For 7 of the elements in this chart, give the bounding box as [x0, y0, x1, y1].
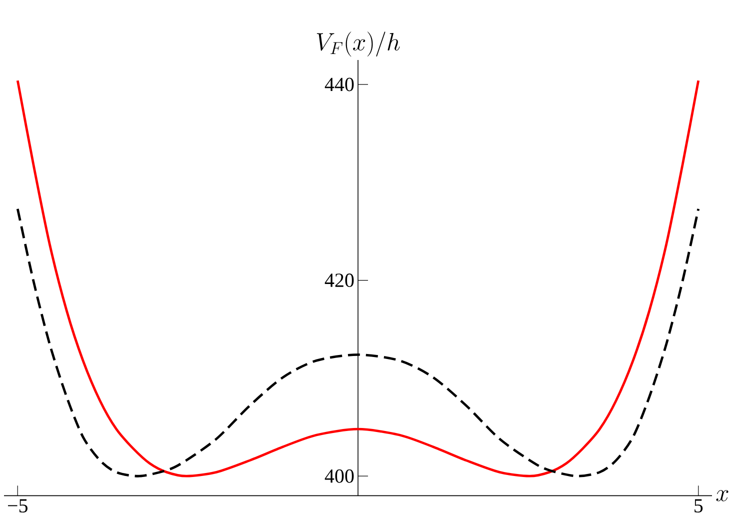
y-tick-label: 420 — [324, 274, 354, 288]
y-tick-label: 440 — [324, 78, 354, 92]
x-axis-title: $x$ — [716, 490, 728, 502]
x-tick-label: −5 — [8, 499, 28, 513]
y-axis-title: $V_F(x)/h$ — [316, 32, 400, 56]
x-tick-label: 5 — [694, 499, 703, 513]
y-tick-label: 400 — [324, 469, 354, 483]
